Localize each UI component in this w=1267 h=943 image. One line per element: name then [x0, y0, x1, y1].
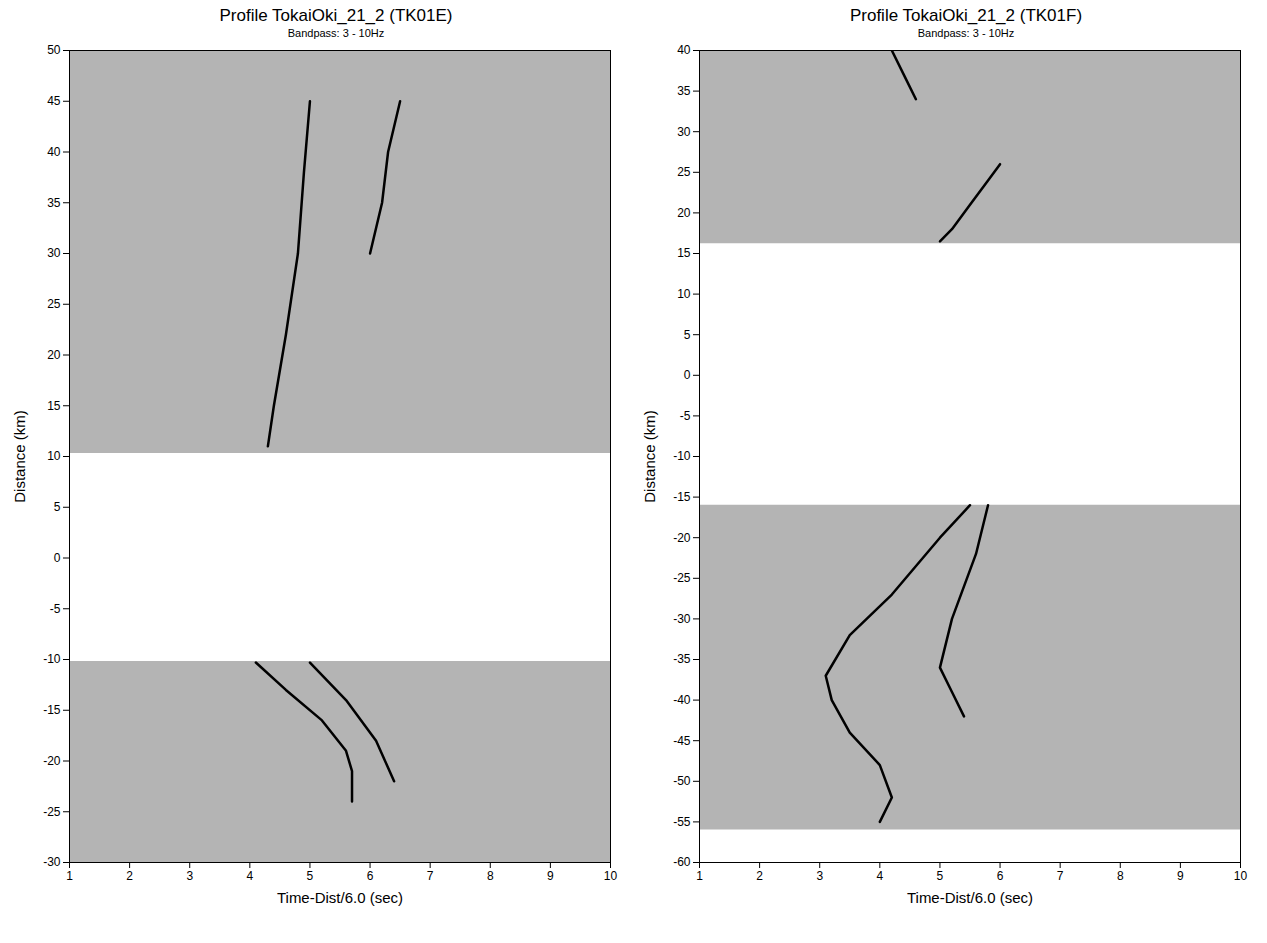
svg-text:8: 8: [1117, 869, 1124, 883]
svg-text:-50: -50: [673, 774, 691, 788]
svg-text:4: 4: [876, 869, 883, 883]
svg-text:25: 25: [677, 165, 691, 179]
svg-text:-25: -25: [43, 805, 61, 819]
svg-text:10: 10: [1234, 869, 1248, 883]
svg-text:5: 5: [54, 500, 61, 514]
svg-text:5: 5: [307, 869, 314, 883]
svg-text:9: 9: [547, 869, 554, 883]
svg-text:50: 50: [47, 43, 61, 57]
svg-text:0: 0: [54, 551, 61, 565]
html-text:Profile TokaiOki_21_2 (TK01F): Profile TokaiOki_21_2 (TK01F): [849, 6, 1083, 25]
svg-text:45: 45: [47, 94, 61, 108]
svg-text:-20: -20: [43, 754, 61, 768]
svg-text:Distance (km): Distance (km): [11, 410, 28, 503]
svg-text:35: 35: [47, 196, 61, 210]
svg-text:15: 15: [47, 399, 61, 413]
html-text:Profile TokaiOki_21_2 (TK01E): Profile TokaiOki_21_2 (TK01E): [219, 6, 453, 25]
svg-text:9: 9: [1177, 869, 1184, 883]
svg-text:Time-Dist/6.0 (sec): Time-Dist/6.0 (sec): [277, 889, 403, 906]
svg-text:5: 5: [684, 328, 691, 342]
svg-text:5: 5: [937, 869, 944, 883]
svg-text:1: 1: [696, 869, 703, 883]
svg-text:-60: -60: [673, 855, 691, 869]
svg-text:6: 6: [367, 869, 374, 883]
svg-text:0: 0: [684, 368, 691, 382]
svg-text:15: 15: [677, 246, 691, 260]
svg-text:-5: -5: [680, 409, 691, 423]
svg-text:10: 10: [47, 449, 61, 463]
svg-text:7: 7: [1057, 869, 1064, 883]
svg-text:-25: -25: [673, 571, 691, 585]
svg-text:3: 3: [186, 869, 193, 883]
svg-text:-15: -15: [43, 703, 61, 717]
svg-text:-10: -10: [43, 652, 61, 666]
svg-text:2: 2: [756, 869, 763, 883]
svg-text:10: 10: [677, 287, 691, 301]
svg-text:-15: -15: [673, 490, 691, 504]
svg-text:Time-Dist/6.0 (sec): Time-Dist/6.0 (sec): [907, 889, 1033, 906]
svg-text:-55: -55: [673, 815, 691, 829]
svg-text:-30: -30: [43, 855, 61, 869]
svg-text:40: 40: [677, 43, 691, 57]
html-text:Bandpass: 3 - 10Hz: Bandpass: 3 - 10Hz: [917, 27, 1015, 39]
svg-text:40: 40: [47, 145, 61, 159]
svg-text:-5: -5: [50, 602, 61, 616]
svg-text:35: 35: [677, 84, 691, 98]
svg-text:-10: -10: [673, 449, 691, 463]
svg-text:-30: -30: [673, 612, 691, 626]
svg-text:-40: -40: [673, 693, 691, 707]
svg-text:6: 6: [997, 869, 1004, 883]
svg-text:3: 3: [816, 869, 823, 883]
svg-text:1: 1: [66, 869, 73, 883]
svg-text:20: 20: [677, 206, 691, 220]
svg-text:30: 30: [677, 125, 691, 139]
svg-text:7: 7: [427, 869, 434, 883]
svg-text:-45: -45: [673, 734, 691, 748]
svg-text:10: 10: [604, 869, 618, 883]
svg-text:20: 20: [47, 348, 61, 362]
svg-text:Distance (km): Distance (km): [641, 410, 658, 503]
svg-text:30: 30: [47, 246, 61, 260]
svg-text:4: 4: [246, 869, 253, 883]
svg-text:2: 2: [126, 869, 133, 883]
svg-text:8: 8: [487, 869, 494, 883]
html-text:Bandpass: 3 - 10Hz: Bandpass: 3 - 10Hz: [287, 27, 385, 39]
svg-text:-35: -35: [673, 652, 691, 666]
svg-text:25: 25: [47, 297, 61, 311]
svg-text:-20: -20: [673, 531, 691, 545]
